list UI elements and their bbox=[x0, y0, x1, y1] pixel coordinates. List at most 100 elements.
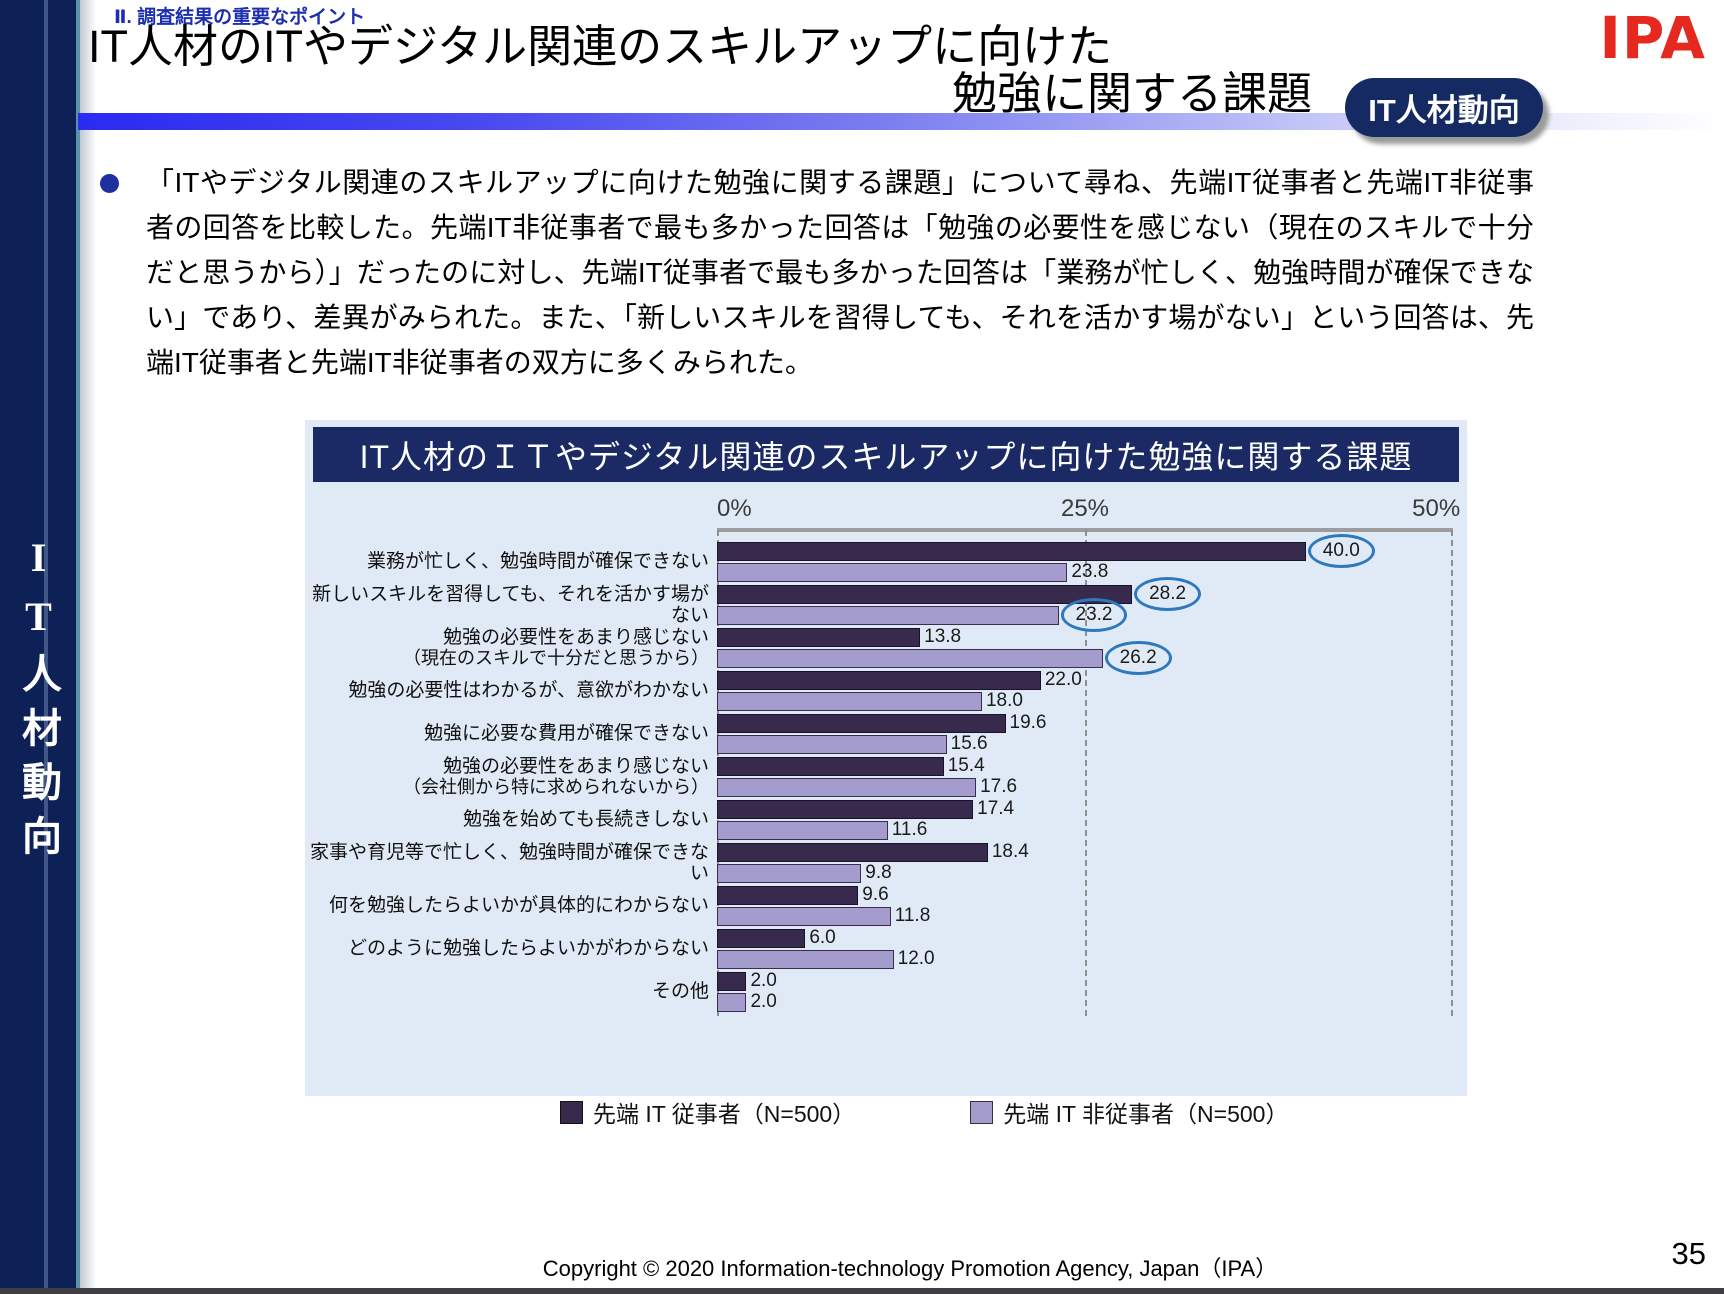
bar-line: 13.8 bbox=[717, 626, 1453, 648]
gridline-50 bbox=[1451, 530, 1453, 1016]
summary-paragraph: 「ITやデジタル関連のスキルアップに向けた勉強に関する課題」について尋ね、先端I… bbox=[146, 167, 1534, 378]
bar-dark bbox=[717, 670, 1041, 690]
bar-dark bbox=[717, 713, 1006, 733]
legend-swatch bbox=[970, 1100, 994, 1124]
bar-pair: 6.0 12.0 bbox=[717, 927, 1453, 970]
bar-line: 23.8 bbox=[717, 561, 1453, 583]
category-label: 家事や育児等で忙しく、勉強時間が確保できない bbox=[309, 841, 709, 884]
category-label: 勉強の必要性をあまり感じない （現在のスキルで十分だと思うから） bbox=[403, 626, 709, 668]
bar-light bbox=[717, 605, 1059, 625]
bar-light bbox=[717, 734, 947, 754]
chart-legend: 先端 IT 従事者（N=500） 先端 IT 非従事者（N=500） bbox=[560, 1095, 1288, 1129]
legend-item-advanced-it: 先端 IT 従事者（N=500） bbox=[560, 1095, 855, 1129]
sidebar-highlight-line bbox=[44, 0, 48, 1294]
title-underline-bar bbox=[78, 113, 1724, 130]
gridline-25 bbox=[1085, 530, 1087, 1016]
sidebar-edge-line bbox=[76, 0, 80, 1294]
bar-light bbox=[717, 992, 747, 1012]
bar-line: 17.6 bbox=[717, 776, 1453, 798]
bar-line: 15.4 bbox=[717, 755, 1453, 777]
bar-value: 2.0 bbox=[750, 970, 777, 991]
bar-line: 40.0 bbox=[717, 534, 1453, 568]
bar-line: 17.4 bbox=[717, 798, 1453, 820]
category-label: 勉強の必要性はわかるが、意欲がわかない bbox=[348, 680, 709, 701]
x-axis: 0% 25% 50% bbox=[717, 495, 1460, 525]
bar-light bbox=[717, 562, 1068, 582]
sidebar bbox=[0, 0, 76, 1294]
bar-light bbox=[717, 691, 982, 711]
bar-line: 6.0 bbox=[717, 927, 1453, 949]
chart-rows: 業務が忙しく、勉強時間が確保できない 40.0 23.8 新しいスキルを習得しても、そ… bbox=[305, 534, 1453, 1013]
legend-item-non-advanced-it: 先端 IT 非従事者（N=500） bbox=[970, 1095, 1288, 1129]
bar-pair: 22.0 18.0 bbox=[717, 669, 1453, 712]
category-label: 勉強に必要な費用が確保できない bbox=[423, 723, 709, 744]
category-label: どのように勉強したらよいかがわからない bbox=[347, 938, 709, 959]
bar-light bbox=[717, 949, 894, 969]
chart-row: 家事や育児等で忙しく、勉強時間が確保できない 18.4 9.8 bbox=[305, 841, 1453, 884]
bar-line: 9.6 bbox=[717, 884, 1453, 906]
bar-value: 13.8 bbox=[924, 626, 962, 647]
bar-value: 2.0 bbox=[750, 991, 777, 1012]
x-axis-tick-0: 0% bbox=[717, 495, 752, 522]
bar-line: 2.0 bbox=[717, 991, 1453, 1013]
legend-label: 先端 IT 従事者（N=500） bbox=[593, 1101, 856, 1127]
bottom-strip bbox=[0, 1288, 1724, 1294]
chart-title: IT人材のＩＴやデジタル関連のスキルアップに向けた勉強に関する課題 bbox=[313, 427, 1459, 482]
legend-label: 先端 IT 非従事者（N=500） bbox=[1003, 1101, 1289, 1127]
chart-panel: IT人材のＩＴやデジタル関連のスキルアップに向けた勉強に関する課題 0% 25%… bbox=[305, 420, 1467, 1127]
bar-value: 22.0 bbox=[1044, 669, 1082, 690]
bar-value: 19.6 bbox=[1009, 712, 1047, 733]
bar-value: 18.4 bbox=[991, 841, 1029, 862]
category-label: 勉強を始めても長続きしない bbox=[462, 809, 709, 830]
bar-pair: 18.4 9.8 bbox=[717, 841, 1453, 884]
bar-value-circled: 26.2 bbox=[1104, 641, 1172, 675]
bar-line: 18.0 bbox=[717, 690, 1453, 712]
sidebar-vertical-label: IT人材動向 bbox=[16, 535, 61, 869]
bar-light bbox=[717, 648, 1103, 668]
bar-value: 18.0 bbox=[985, 690, 1023, 711]
bar-dark bbox=[717, 756, 944, 776]
bar-line: 15.6 bbox=[717, 733, 1453, 755]
bar-line: 18.4 bbox=[717, 841, 1453, 863]
category-label: 何を勉強したらよいかが具体的にわからない bbox=[328, 895, 709, 916]
bar-dark bbox=[717, 928, 806, 948]
ipa-logo: IPA bbox=[1599, 4, 1706, 72]
chart-row: 勉強を始めても長続きしない 17.4 11.6 bbox=[305, 798, 1453, 841]
legend-swatch bbox=[560, 1100, 583, 1124]
bar-value: 9.8 bbox=[865, 862, 892, 883]
category-label: その他 bbox=[651, 981, 709, 1002]
bar-pair: 40.0 23.8 bbox=[717, 534, 1453, 583]
bar-line: 11.8 bbox=[717, 905, 1453, 927]
bar-light bbox=[717, 906, 891, 926]
page-title: IT人材のITやデジタル関連のスキルアップに向けた 勉強に関する課題 bbox=[88, 24, 1320, 116]
bar-pair: 17.4 11.6 bbox=[717, 798, 1453, 841]
bar-dark bbox=[717, 584, 1133, 604]
bar-pair: 2.0 2.0 bbox=[717, 970, 1453, 1013]
bar-dark bbox=[717, 541, 1306, 561]
bar-value: 23.8 bbox=[1071, 561, 1109, 582]
bar-value: 15.4 bbox=[947, 755, 985, 776]
chart-row: 勉強の必要性はわかるが、意欲がわかない 22.0 18.0 bbox=[305, 669, 1453, 712]
chart-row: どのように勉強したらよいかがわからない 6.0 12.0 bbox=[305, 927, 1453, 970]
bar-pair: 9.6 11.8 bbox=[717, 884, 1453, 927]
chart-row: 勉強の必要性をあまり感じない （現在のスキルで十分だと思うから） 13.8 26.2 bbox=[305, 626, 1453, 675]
bar-line: 26.2 bbox=[717, 641, 1453, 675]
bar-line: 28.2 bbox=[717, 577, 1453, 611]
bar-light bbox=[717, 820, 888, 840]
chart-row: 勉強に必要な費用が確保できない 19.6 15.6 bbox=[305, 712, 1453, 755]
bar-value-circled: 40.0 bbox=[1307, 534, 1375, 568]
bar-line: 22.0 bbox=[717, 669, 1453, 691]
chart-row: その他 2.0 2.0 bbox=[305, 970, 1453, 1013]
category-label: 新しいスキルを習得しても、それを活かす場がない bbox=[312, 583, 709, 626]
bar-value: 9.6 bbox=[862, 884, 889, 905]
bar-value: 11.8 bbox=[894, 905, 931, 926]
bar-dark bbox=[717, 842, 988, 862]
bar-pair: 19.6 15.6 bbox=[717, 712, 1453, 755]
bar-line: 9.8 bbox=[717, 862, 1453, 884]
footer-copyright: Copyright © 2020 Information-technology … bbox=[542, 1256, 1278, 1281]
chart-row: 何を勉強したらよいかが具体的にわからない 9.6 11.8 bbox=[305, 884, 1453, 927]
x-axis-tick-50: 50% bbox=[1412, 495, 1461, 522]
bullet-icon bbox=[100, 174, 119, 193]
bar-value-circled: 23.2 bbox=[1060, 598, 1128, 632]
